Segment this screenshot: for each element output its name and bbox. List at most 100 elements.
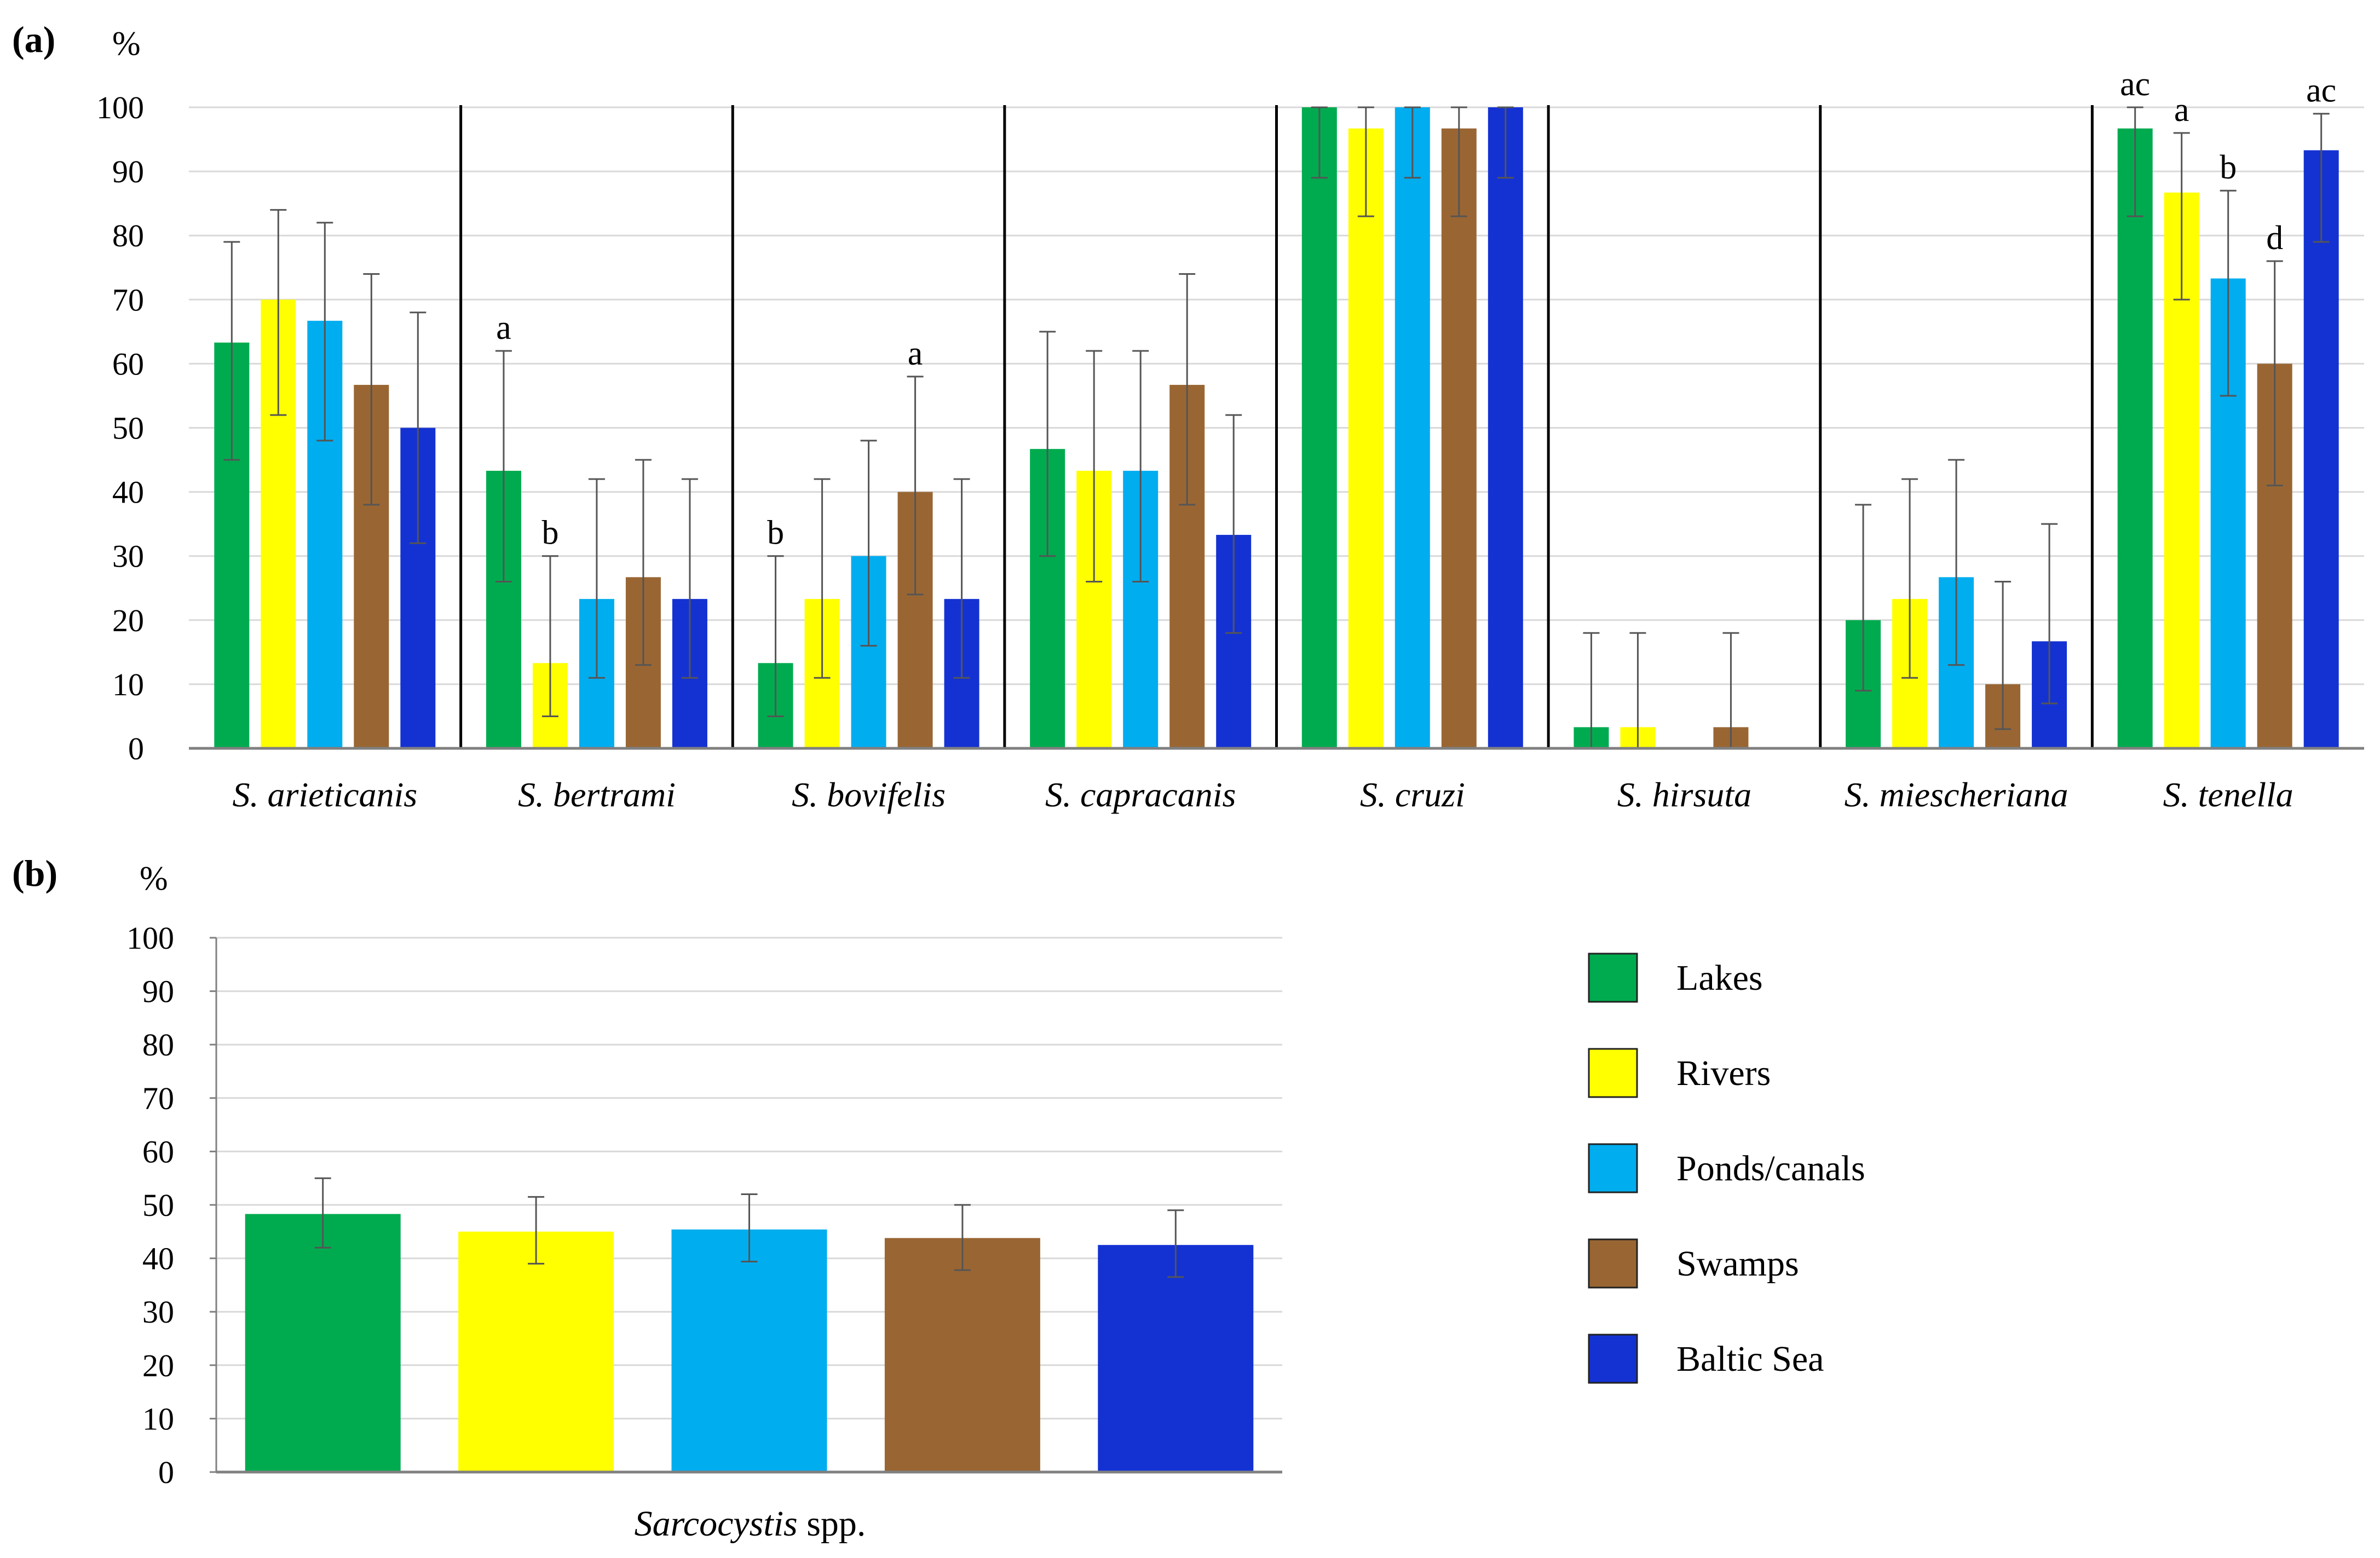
error-bar-s-cruzi-swamps <box>1450 106 1467 217</box>
error-bar-s-miescheriana-lakes <box>1855 504 1872 692</box>
panel-a-y-tick-labels: 0 10 20 30 40 50 60 70 80 90 100 <box>96 90 144 766</box>
legend: Lakes Rivers Ponds/canals Swamps Baltic Sea <box>1588 953 1865 1384</box>
y-tick-a-30: 30 <box>112 539 144 574</box>
bar-s-cruzi-lakes <box>1301 107 1337 748</box>
y-tick-b-80: 80 <box>142 1027 174 1063</box>
bar-b-baltic-sea <box>1098 1245 1254 1472</box>
error-bar-s-tenella-rivers <box>2173 132 2190 301</box>
error-bar-b-lakes <box>314 1177 331 1249</box>
bar-b-swamps <box>884 1238 1040 1472</box>
error-bar-s-miescheriana-baltic-sea <box>2041 523 2058 705</box>
panel-b-bars <box>245 1214 1254 1472</box>
error-bar-s-cruzi-ponds-canals <box>1404 106 1421 179</box>
panel-b-label: (b) <box>12 852 57 894</box>
legend-swatch-ponds-canals <box>1588 1143 1638 1193</box>
bar-s-cruzi-baltic-sea <box>1488 107 1523 748</box>
significance-letter-s-tenella-baltic-sea: ac <box>2306 72 2336 109</box>
legend-label-swamps: Swamps <box>1676 1244 1799 1284</box>
y-tick-a-0: 0 <box>128 731 144 766</box>
bar-s-tenella-baltic-sea <box>2303 150 2339 748</box>
bar-b-lakes <box>245 1214 401 1472</box>
bar-s-cruzi-rivers <box>1348 128 1384 748</box>
y-tick-a-20: 20 <box>112 603 144 638</box>
error-bar-s-capracanis-baltic-sea <box>1225 414 1242 634</box>
error-bar-s-bovifelis-rivers <box>814 478 831 679</box>
significance-letter-s-tenella-swamps: d <box>2266 220 2283 257</box>
error-bar-s-bertrami-swamps <box>635 459 652 666</box>
error-bar-s-tenella-baltic-sea <box>2313 113 2330 243</box>
significance-letter-s-tenella-ponds-canals: b <box>2220 149 2237 186</box>
legend-swatch-lakes <box>1588 953 1638 1003</box>
error-bar-s-bovifelis-ponds-canals <box>860 440 877 647</box>
legend-swatch-rivers <box>1588 1048 1638 1098</box>
bar-s-cruzi-swamps <box>1441 128 1477 748</box>
bar-b-rivers <box>458 1231 614 1472</box>
y-tick-a-100: 100 <box>96 90 144 125</box>
error-bar-b-rivers <box>528 1196 545 1265</box>
y-tick-b-20: 20 <box>142 1348 174 1383</box>
error-bar-s-cruzi-lakes <box>1311 106 1328 179</box>
y-tick-a-80: 80 <box>112 218 144 253</box>
bar-b-ponds-canals <box>671 1229 827 1472</box>
error-bar-s-tenella-swamps <box>2266 260 2283 487</box>
error-bar-s-miescheriana-swamps <box>1995 581 2012 730</box>
panel-a-label: (a) <box>12 19 55 60</box>
bar-s-cruzi-ponds-canals <box>1394 107 1430 748</box>
panel-b-y-tick-labels: 0 10 20 30 40 50 60 70 80 90 100 <box>126 920 174 1490</box>
y-tick-a-50: 50 <box>112 411 144 446</box>
panel-b-error-bars <box>314 1177 1184 1278</box>
error-bar-b-baltic-sea <box>1167 1209 1184 1278</box>
panel-a-error-bars <box>223 106 2330 749</box>
legend-label-ponds-canals: Ponds/canals <box>1676 1149 1865 1188</box>
y-tick-a-60: 60 <box>112 346 144 382</box>
error-bar-s-cruzi-rivers <box>1357 106 1374 217</box>
error-bar-s-arieticanis-ponds-canals <box>316 222 333 442</box>
panel-b-x-label: Sarcocystis spp. <box>635 1504 866 1544</box>
significance-letter-s-tenella-rivers: a <box>2174 91 2189 129</box>
legend-item-ponds-canals: Ponds/canals <box>1588 1143 1865 1193</box>
panel-b-unit: % <box>140 860 168 897</box>
significance-letter-s-bovifelis-swamps: a <box>908 335 923 372</box>
error-bar-s-tenella-lakes <box>2127 106 2143 217</box>
error-bar-s-arieticanis-rivers <box>270 209 287 416</box>
y-tick-a-40: 40 <box>112 475 144 510</box>
y-tick-a-90: 90 <box>112 154 144 189</box>
legend-label-rivers: Rivers <box>1676 1053 1771 1093</box>
y-tick-a-10: 10 <box>112 667 144 702</box>
error-bar-s-arieticanis-lakes <box>223 241 240 461</box>
error-bar-s-capracanis-lakes <box>1039 331 1056 557</box>
error-bar-s-capracanis-swamps <box>1179 273 1196 506</box>
error-bar-s-miescheriana-rivers <box>1901 478 1918 679</box>
error-bar-s-bertrami-ponds-canals <box>588 478 605 679</box>
y-tick-b-100: 100 <box>126 920 174 956</box>
y-tick-b-60: 60 <box>142 1134 174 1169</box>
legend-item-baltic-sea: Baltic Sea <box>1588 1334 1824 1384</box>
error-bar-s-cruzi-baltic-sea <box>1497 106 1514 179</box>
error-bar-b-swamps <box>954 1204 971 1271</box>
significance-letter-s-bertrami-rivers: b <box>541 515 558 552</box>
legend-item-rivers: Rivers <box>1588 1048 1771 1098</box>
y-tick-b-0: 0 <box>158 1455 174 1490</box>
y-tick-b-70: 70 <box>142 1081 174 1116</box>
error-bar-s-capracanis-ponds-canals <box>1132 350 1149 583</box>
panel-a-category-labels: S. arieticanis S. bertrami S. bovifelis S. … <box>232 775 2293 814</box>
legend-item-swamps: Swamps <box>1588 1238 1799 1289</box>
error-bar-s-bertrami-lakes <box>495 350 512 583</box>
error-bar-s-arieticanis-swamps <box>363 273 380 506</box>
panel-a-unit: % <box>112 25 141 62</box>
error-bar-s-miescheriana-ponds-canals <box>1948 459 1965 666</box>
panel-a-category-dividers <box>459 105 2094 748</box>
y-tick-b-10: 10 <box>142 1401 174 1436</box>
y-tick-b-30: 30 <box>142 1294 174 1330</box>
legend-swatch-swamps <box>1588 1238 1638 1289</box>
significance-letter-s-tenella-lakes: ac <box>2120 66 2150 103</box>
category-label-s-tenella: S. tenella <box>2163 775 2293 814</box>
category-label-s-hirsuta: S. hirsuta <box>1617 775 1751 814</box>
legend-label-baltic-sea: Baltic Sea <box>1676 1339 1824 1379</box>
bar-s-tenella-lakes <box>2117 128 2153 748</box>
y-tick-b-50: 50 <box>142 1187 174 1223</box>
y-tick-b-90: 90 <box>142 974 174 1009</box>
error-bar-s-tenella-ponds-canals <box>2220 189 2237 397</box>
error-bar-s-bovifelis-baltic-sea <box>953 478 970 679</box>
